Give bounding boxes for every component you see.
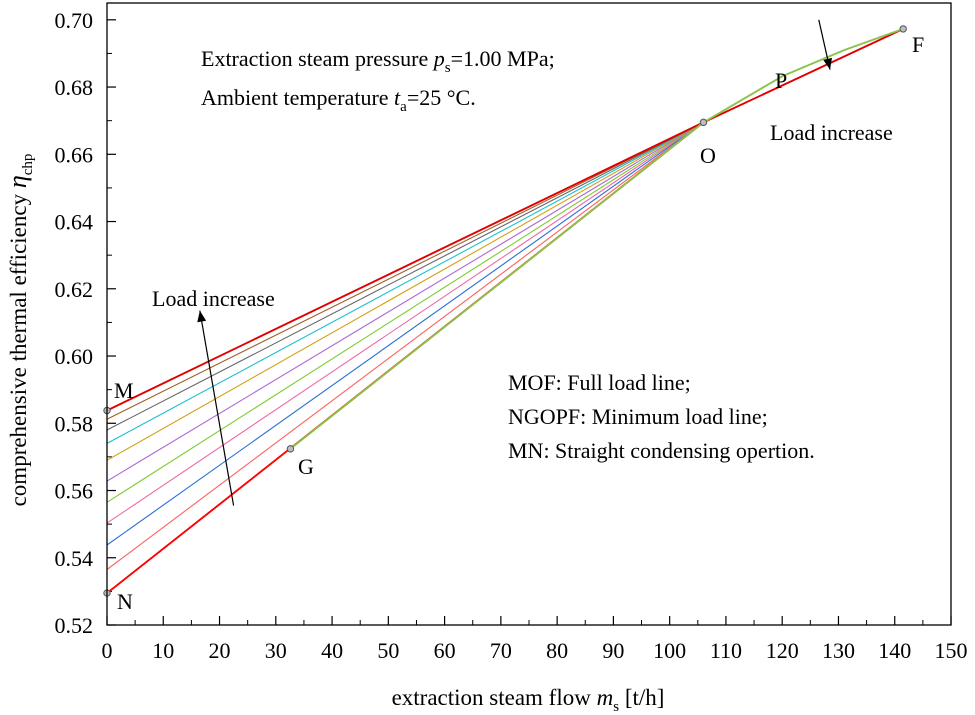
x-tick-label: 0 (102, 638, 113, 663)
y-tick-label: 0.62 (55, 277, 94, 302)
series-load-4 (106, 121, 704, 524)
point-marker-F (899, 25, 907, 33)
x-tick-label: 10 (152, 638, 174, 663)
arrow-label-left: Load increase (152, 286, 275, 311)
arrow-head-0 (197, 310, 207, 323)
point-label-F: F (912, 32, 924, 57)
series-load-6 (106, 121, 704, 482)
x-tick-label: 50 (377, 638, 399, 663)
series-load-9 (106, 121, 704, 431)
x-tick-label: 40 (321, 638, 343, 663)
legend-full-load: MOF: Full load line; (508, 370, 691, 395)
x-tick-label: 100 (653, 638, 686, 663)
x-tick-label: 80 (546, 638, 568, 663)
y-tick-label: 0.66 (55, 142, 94, 167)
condition-pressure: Extraction steam pressure ps=1.00 MPa; (201, 46, 555, 76)
x-tick-label: 60 (434, 638, 456, 663)
y-tick-label: 0.56 (55, 479, 94, 504)
axis-ticks (106, 19, 952, 626)
y-tick-label: 0.54 (55, 546, 94, 571)
point-label-O: O (700, 143, 716, 168)
point-label-G: G (298, 454, 314, 479)
arrows (197, 19, 832, 506)
series-load-8 (106, 121, 704, 444)
series-minimum-load-GOPF (289, 28, 904, 450)
y-tick-label: 0.70 (55, 8, 94, 33)
series-load-10 (106, 121, 704, 420)
arrow-shaft-0 (199, 310, 235, 506)
legend-minimum-load: NGOPF: Minimum load line; (508, 404, 768, 429)
x-tick-label: 140 (878, 638, 911, 663)
y-axis-title: comprehensive thermal efficiency ηchp (3, 154, 36, 507)
arrow-head-1 (823, 57, 832, 70)
series-load-5 (106, 121, 704, 503)
plot-frame (106, 2, 952, 626)
point-markers (103, 25, 907, 597)
y-tick-label: 0.64 (55, 210, 94, 235)
point-label-M: M (114, 378, 134, 403)
series-load-7 (106, 121, 704, 461)
x-tick-label: 20 (209, 638, 231, 663)
series-load-2 (106, 121, 704, 570)
y-tick-label: 0.60 (55, 344, 94, 369)
x-tick-label: 70 (490, 638, 512, 663)
arrow-label-right: Load increase (770, 120, 893, 145)
x-axis-title: extraction steam flow ms [t/h] (392, 685, 665, 715)
x-tick-label: 120 (766, 638, 799, 663)
x-tick-label: 30 (265, 638, 287, 663)
point-marker-G (286, 445, 295, 453)
y-tick-label: 0.68 (55, 75, 94, 100)
condition-temperature: Ambient temperature ta=25 °C. (201, 85, 476, 115)
x-tick-label: 150 (935, 638, 968, 663)
y-tick-label: 0.58 (55, 411, 94, 436)
tick-labels: 0 10 20 30 40 50 60 70 80 90 100 110 120 130 140 150 0.5… (55, 8, 968, 663)
series-load-3 (106, 121, 704, 546)
point-marker-O (699, 118, 708, 127)
x-tick-label: 90 (602, 638, 624, 663)
point-label-N: N (117, 589, 133, 614)
x-tick-label: 130 (822, 638, 855, 663)
x-tick-label: 110 (710, 638, 742, 663)
point-label-P: P (775, 68, 787, 93)
legend-condensing: MN: Straight condensing opertion. (508, 438, 815, 463)
y-tick-label: 0.52 (55, 613, 94, 638)
